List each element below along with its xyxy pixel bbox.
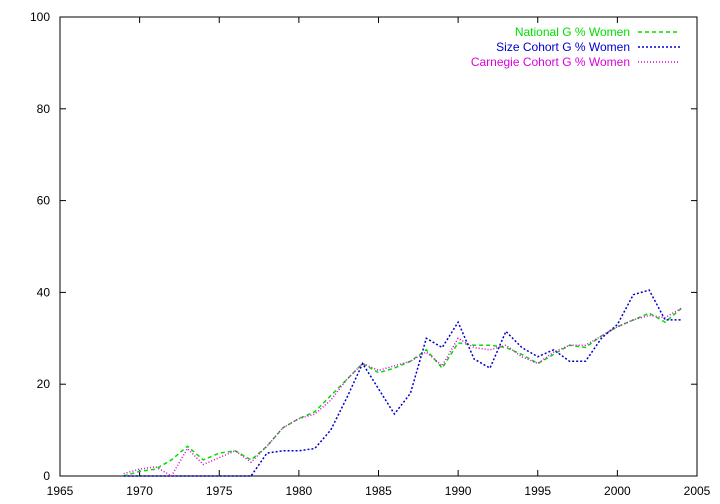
series-line-1: [123, 289, 682, 477]
axis-ticks: [59, 16, 698, 477]
legend-label: Carnegie Cohort G % Women: [471, 55, 630, 69]
x-tick-label: 1975: [206, 484, 233, 498]
y-tick-label: 60: [37, 194, 51, 208]
x-tick-label: 2000: [604, 484, 631, 498]
series-line-0: [123, 307, 682, 477]
legend-label: National G % Women: [515, 25, 630, 39]
legend-label: Size Cohort G % Women: [496, 40, 630, 54]
x-tick-label: 1995: [524, 484, 551, 498]
plot-frame: [59, 16, 698, 477]
x-tick-label: 1970: [126, 484, 153, 498]
y-tick-label: 100: [30, 10, 50, 24]
y-tick-label: 20: [37, 377, 51, 391]
x-tick-label: 2005: [684, 484, 711, 498]
x-tick-label: 1980: [286, 484, 313, 498]
x-tick-labels: 1965 1970 1975 1980 1985 1990 1995 2000 2005: [47, 484, 711, 498]
x-tick-label: 1990: [445, 484, 472, 498]
x-tick-label: 1985: [365, 484, 392, 498]
series-line-2: [123, 307, 682, 478]
series-lines: [123, 289, 682, 478]
y-tick-label: 0: [43, 469, 50, 483]
y-tick-label: 40: [37, 285, 51, 299]
x-tick-label: 1965: [47, 484, 74, 498]
y-tick-labels: 0 20 40 60 80 100: [30, 10, 50, 483]
y-tick-label: 80: [37, 102, 51, 116]
